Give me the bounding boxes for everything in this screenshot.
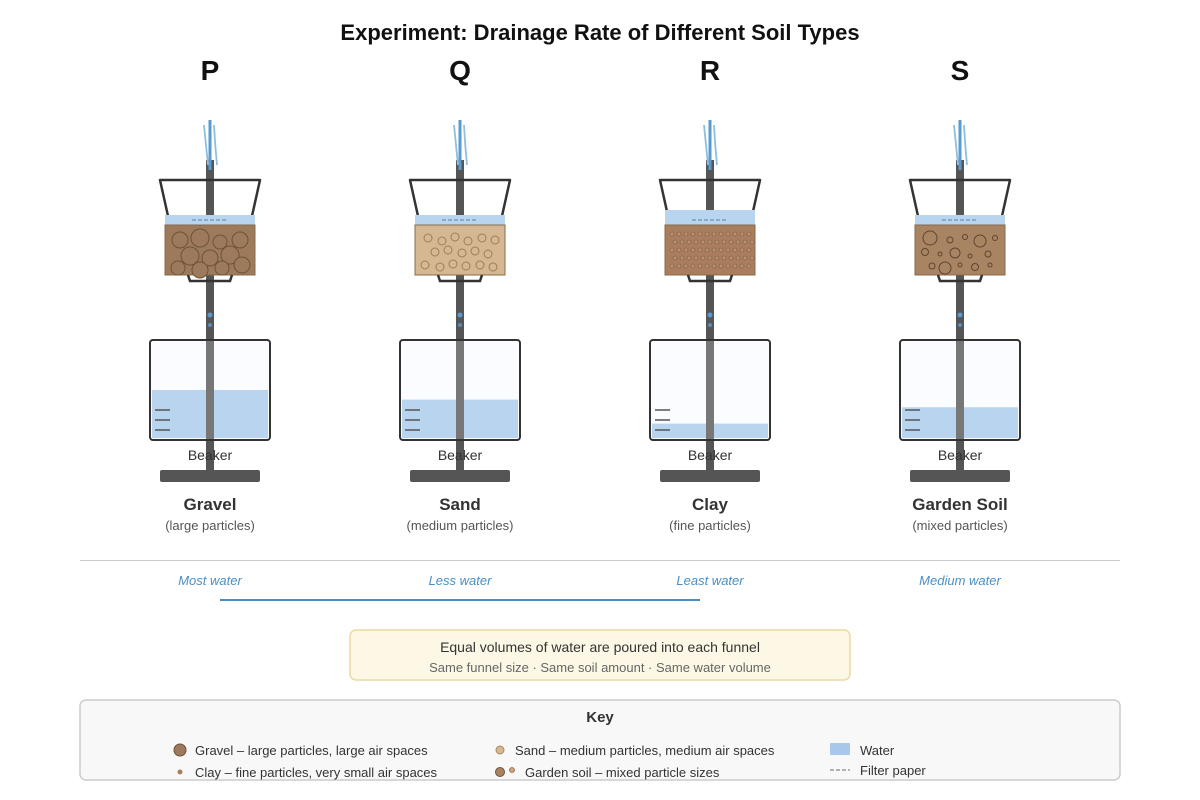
setup-r-water-stream bbox=[703, 120, 718, 170]
setup-p-beaker bbox=[149, 339, 271, 441]
setup-q-letter: Q bbox=[449, 55, 471, 86]
setup-r-letter: R bbox=[700, 55, 720, 86]
setup-s-beaker-label: Beaker bbox=[938, 447, 983, 463]
setup-p-pole-through-beaker bbox=[206, 340, 214, 440]
setup-s-water-drip-2 bbox=[958, 323, 962, 327]
setup-s-water-stream bbox=[953, 120, 968, 170]
setup-p-water-drip bbox=[207, 312, 213, 318]
setups-group: P Beaker Gravel (large particles) Q Beaker San… bbox=[149, 55, 1021, 533]
setup-q-pole-through-beaker bbox=[456, 340, 464, 440]
results-row: Most water Less water Least water Medium wa… bbox=[178, 573, 1001, 588]
setup-s-funnel-stem bbox=[936, 274, 984, 283]
setup-p: P Beaker Gravel (large particles) bbox=[149, 55, 271, 533]
setup-q-beaker bbox=[399, 339, 521, 441]
setup-r-soil-desc: (fine particles) bbox=[669, 518, 751, 533]
setup-r-pole-through-beaker bbox=[706, 340, 714, 440]
setup-q-beaker-label: Beaker bbox=[438, 447, 483, 463]
key-box bbox=[79, 699, 1121, 781]
setup-q: Q Beaker Sand (medium particles) bbox=[399, 55, 521, 533]
diagram-title: Experiment: Drainage Rate of Different S… bbox=[340, 20, 859, 45]
setup-p-water-stream bbox=[203, 120, 218, 170]
setup-s-beaker bbox=[899, 339, 1021, 441]
setup-s-soil-name: Garden Soil bbox=[912, 495, 1007, 514]
water-swatch-icon bbox=[830, 743, 850, 755]
garden-particle-icon bbox=[495, 767, 515, 777]
setup-r-particles bbox=[669, 231, 755, 269]
setup-q-beaker-marks bbox=[405, 409, 420, 431]
setup-q-water-stream bbox=[453, 120, 468, 170]
setup-r-water-drip bbox=[707, 312, 713, 318]
setup-q-particles bbox=[420, 232, 500, 272]
key-item-clay: Clay – fine particles, very small air sp… bbox=[195, 765, 438, 780]
setup-s-soil-desc: (mixed particles) bbox=[912, 518, 1007, 533]
setup-s-pole-through-beaker bbox=[956, 340, 964, 440]
setup-p-particles bbox=[170, 228, 251, 279]
note-sub-text: Same funnel size · Same soil amount · Sa… bbox=[429, 660, 771, 675]
key-item-filter: Filter paper bbox=[860, 763, 926, 778]
setup-q-water-drip bbox=[457, 312, 463, 318]
setup-p-soil-desc: (large particles) bbox=[165, 518, 255, 533]
setup-s-beaker-marks bbox=[905, 409, 920, 431]
setup-p-water-drip-2 bbox=[208, 323, 212, 327]
setup-r-water-drip-2 bbox=[708, 323, 712, 327]
setup-s: S Beaker Garden Soil (mixed particles) bbox=[899, 55, 1021, 533]
setup-s-water-drip bbox=[957, 312, 963, 318]
gravel-particle-icon bbox=[173, 743, 187, 757]
clay-particle-icon bbox=[177, 769, 183, 775]
setup-r-beaker bbox=[649, 339, 771, 441]
note-main-text: Equal volumes of water are poured into e… bbox=[440, 639, 760, 655]
setup-p-funnel-stem bbox=[186, 274, 234, 283]
note-box bbox=[349, 629, 851, 681]
setup-r-stand-base bbox=[660, 470, 760, 482]
key-item-water: Water bbox=[860, 743, 895, 758]
key-item-gravel: Gravel – large particles, large air spac… bbox=[195, 743, 428, 758]
setup-q-stand-base bbox=[410, 470, 510, 482]
key-title: Key bbox=[586, 709, 614, 726]
setup-r-funnel-water bbox=[665, 210, 755, 225]
setup-p-beaker-label: Beaker bbox=[188, 447, 233, 463]
setup-q-soil-desc: (medium particles) bbox=[407, 518, 514, 533]
setup-r-funnel-stem bbox=[686, 274, 734, 283]
key-item-sand: Sand – medium particles, medium air spac… bbox=[515, 743, 775, 758]
setup-s-particles bbox=[921, 230, 998, 275]
setup-p-result: Most water bbox=[178, 573, 242, 588]
setup-r-beaker-marks bbox=[655, 409, 670, 431]
setup-q-result: Less water bbox=[429, 573, 493, 588]
setup-r-soil-name: Clay bbox=[692, 495, 728, 514]
setup-s-letter: S bbox=[951, 55, 970, 86]
setup-r-result: Least water bbox=[676, 573, 744, 588]
setup-q-water-drip-2 bbox=[458, 323, 462, 327]
setup-p-letter: P bbox=[201, 55, 220, 86]
setup-p-soil-name: Gravel bbox=[184, 495, 237, 514]
setup-r: R Beaker Clay (fine particles) bbox=[649, 55, 771, 533]
setup-r-beaker-label: Beaker bbox=[688, 447, 733, 463]
setup-p-stand-base bbox=[160, 470, 260, 482]
sand-particle-icon bbox=[495, 745, 505, 755]
setup-q-soil-name: Sand bbox=[439, 495, 481, 514]
setup-s-result: Medium water bbox=[919, 573, 1001, 588]
key-item-garden: Garden soil – mixed particle sizes bbox=[525, 765, 720, 780]
setup-q-funnel-stem bbox=[436, 274, 484, 283]
setup-s-stand-base bbox=[910, 470, 1010, 482]
setup-p-beaker-marks bbox=[155, 409, 170, 431]
